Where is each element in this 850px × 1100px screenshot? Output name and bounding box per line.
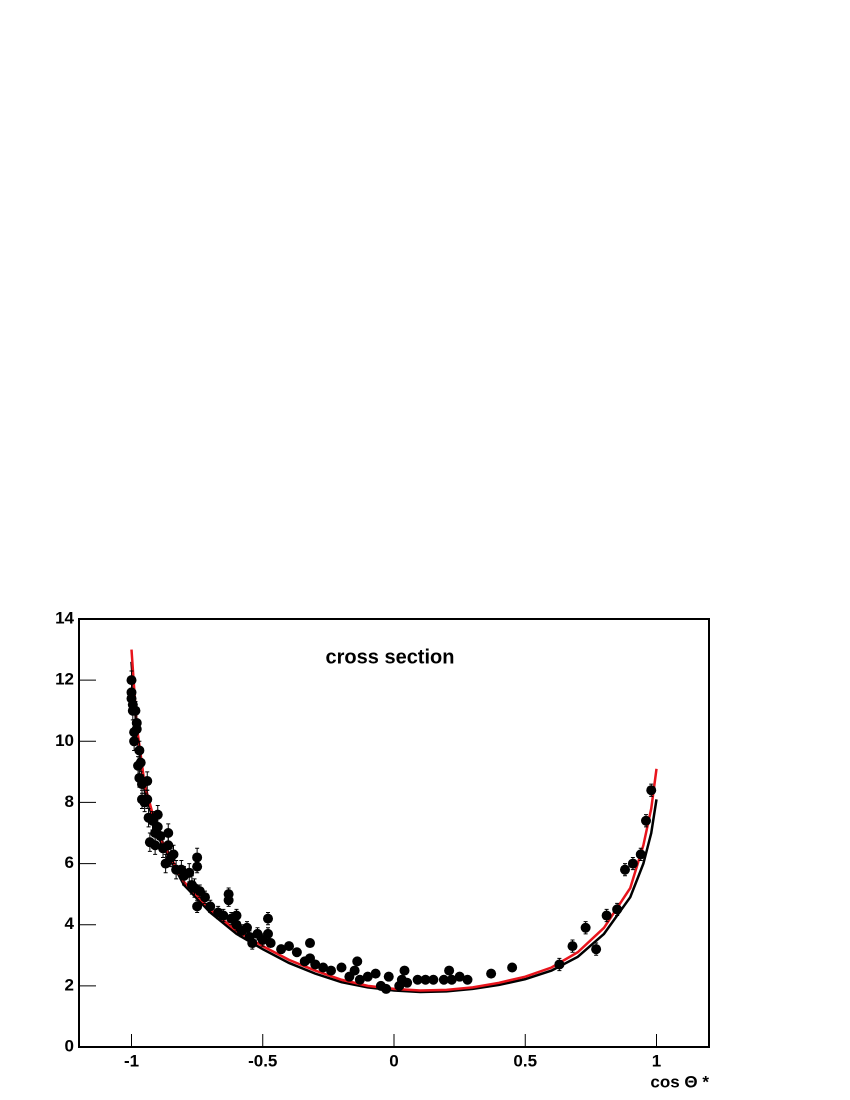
data-point — [641, 815, 651, 826]
data-point — [591, 944, 602, 955]
data-point — [142, 776, 153, 787]
data-point — [399, 965, 410, 976]
data-point — [454, 971, 465, 982]
data-point — [462, 974, 473, 985]
data-point — [192, 861, 203, 872]
data-point — [218, 910, 229, 921]
data-point — [263, 913, 273, 924]
data-point — [567, 941, 578, 952]
data-point — [627, 858, 638, 869]
x-axis-label: cos Θ * — [650, 1072, 709, 1091]
data-point — [184, 867, 195, 878]
data-point — [263, 928, 273, 939]
data-point — [318, 962, 329, 973]
data-point — [383, 971, 394, 982]
data-point — [134, 745, 145, 756]
data-point — [646, 785, 657, 796]
y-tick-label: 10 — [55, 731, 74, 750]
data-point — [402, 977, 413, 988]
data-point — [142, 794, 153, 805]
y-tick-label: 0 — [65, 1036, 74, 1055]
data-point — [438, 974, 449, 985]
y-tick-label: 6 — [65, 853, 74, 872]
x-tick-label: 0 — [389, 1051, 398, 1070]
data-point — [131, 724, 142, 735]
data-point — [420, 974, 431, 985]
x-tick-label: -1 — [124, 1051, 139, 1070]
y-tick-label: 14 — [55, 608, 74, 627]
data-point — [126, 675, 137, 686]
data-point — [362, 971, 373, 982]
data-point — [265, 938, 276, 949]
data-point — [336, 962, 347, 973]
data-point — [381, 983, 392, 994]
data-point — [352, 956, 363, 967]
y-tick-label: 4 — [65, 914, 75, 933]
y-tick-label: 8 — [65, 792, 74, 811]
data-point — [231, 910, 242, 921]
data-point — [291, 947, 302, 958]
data-point — [242, 922, 252, 933]
data-point — [152, 809, 163, 820]
data-point — [284, 941, 294, 952]
data-point — [370, 968, 381, 979]
data-point — [635, 849, 646, 860]
data-point — [507, 962, 518, 973]
data-point — [163, 828, 174, 838]
data-point — [446, 974, 457, 985]
chart-title: cross section — [326, 646, 455, 668]
data-point — [486, 968, 497, 979]
data-point — [130, 705, 141, 716]
data-point — [155, 831, 166, 842]
data-point — [428, 974, 439, 985]
data-point — [354, 974, 365, 985]
data-point — [150, 840, 161, 851]
data-point — [444, 965, 455, 976]
data-point — [192, 901, 203, 912]
y-tick-label: 12 — [55, 670, 74, 689]
x-tick-label: 0.5 — [513, 1051, 537, 1070]
x-tick-label: 1 — [652, 1051, 661, 1070]
data-point — [276, 944, 287, 955]
data-point — [129, 736, 140, 747]
data-point — [326, 965, 336, 976]
data-point — [412, 974, 423, 985]
y-tick-label: 2 — [65, 975, 74, 994]
data-point — [163, 840, 174, 851]
data-point — [200, 892, 210, 903]
data-point — [554, 959, 565, 970]
data-point — [310, 959, 321, 970]
data-point — [135, 757, 146, 768]
data-point — [305, 938, 315, 949]
data-point — [223, 895, 234, 906]
data-point — [601, 910, 612, 921]
fit-curve — [130, 649, 658, 992]
data-point — [349, 965, 360, 976]
plot-frame — [78, 618, 710, 1048]
fit-curve — [130, 661, 658, 994]
data-point — [620, 864, 630, 875]
data-point — [168, 849, 179, 860]
data-point — [192, 852, 203, 863]
x-tick-label: -0.5 — [248, 1051, 277, 1070]
data-point — [205, 901, 216, 912]
data-point — [247, 938, 258, 949]
data-point — [580, 922, 591, 933]
data-point — [612, 904, 623, 915]
